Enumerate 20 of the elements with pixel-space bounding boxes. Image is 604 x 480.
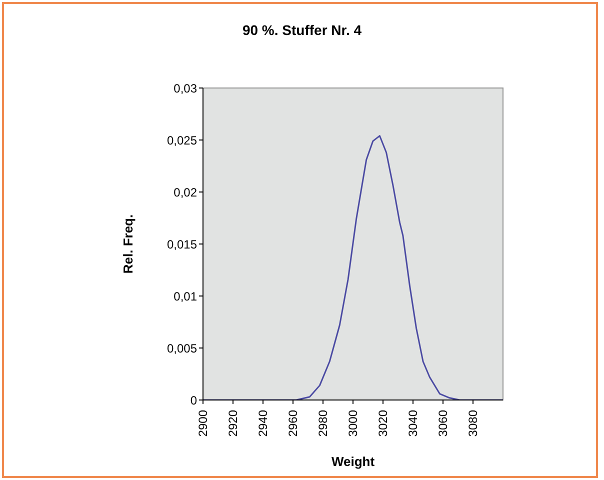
y-tick-label: 0,025: [166, 133, 198, 148]
x-axis-title: Weight: [331, 454, 376, 469]
x-tick-label: 2960: [286, 410, 300, 437]
x-tick-label: 2940: [256, 410, 270, 437]
x-tick-label: 2900: [196, 410, 210, 437]
x-tick-label: 3000: [346, 410, 360, 437]
x-tick-label: 3060: [436, 410, 450, 437]
y-tick-label: 0,03: [174, 81, 198, 96]
y-tick-label: 0,005: [166, 341, 198, 356]
y-tick-label: 0,02: [174, 185, 198, 200]
y-tick-label: 0,01: [174, 289, 198, 304]
x-tick-label: 3080: [466, 410, 480, 437]
x-tick-label: 3020: [376, 410, 390, 437]
y-tick-label: 0: [190, 393, 198, 408]
x-tick-label: 2980: [316, 410, 330, 437]
y-axis-title: Rel. Freq.: [120, 214, 136, 274]
x-tick-label: 2920: [226, 410, 240, 437]
x-tick-label: 3040: [406, 410, 420, 437]
y-tick-label: 0,015: [166, 237, 198, 252]
chart-title: 90 %. Stuffer Nr. 4: [241, 22, 363, 38]
